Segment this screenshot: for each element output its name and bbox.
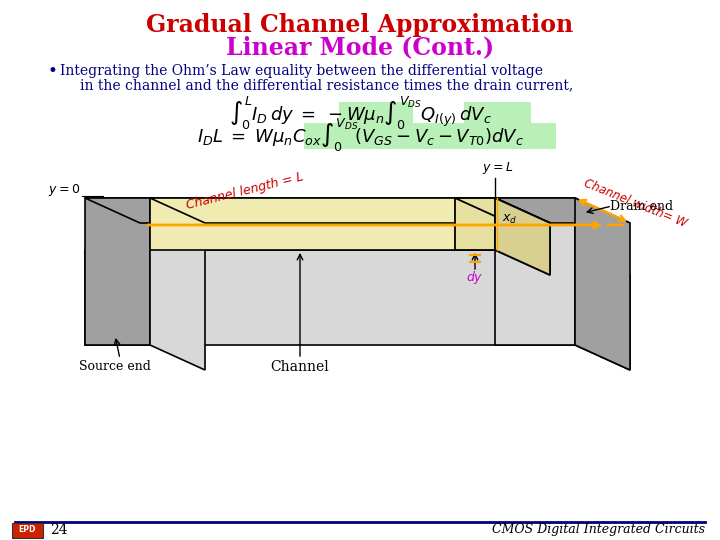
Polygon shape — [455, 198, 495, 250]
Text: $y=0$: $y=0$ — [48, 182, 80, 198]
Text: Source end: Source end — [79, 361, 151, 374]
Text: $x_d$: $x_d$ — [502, 212, 517, 226]
Polygon shape — [575, 250, 630, 370]
Text: Channel: Channel — [271, 360, 329, 374]
Text: Gradual Channel Approximation: Gradual Channel Approximation — [146, 13, 574, 37]
Text: in the channel and the differential resistance times the drain current,: in the channel and the differential resi… — [80, 78, 573, 92]
Text: Integrating the Ohm’s Law equality between the differential voltage: Integrating the Ohm’s Law equality betwe… — [60, 64, 543, 78]
Text: Channel width= W: Channel width= W — [582, 177, 688, 230]
Polygon shape — [495, 198, 550, 275]
Polygon shape — [85, 250, 630, 275]
Text: $y=L$: $y=L$ — [482, 160, 513, 176]
Polygon shape — [575, 198, 630, 370]
Polygon shape — [150, 198, 205, 370]
Text: EPD: EPD — [18, 525, 36, 535]
Text: CMOS Digital Integrated Circuits: CMOS Digital Integrated Circuits — [492, 523, 705, 537]
FancyBboxPatch shape — [339, 102, 413, 126]
Polygon shape — [495, 198, 575, 345]
Text: 24: 24 — [50, 523, 68, 537]
Text: •: • — [48, 64, 58, 80]
Text: $dy$: $dy$ — [467, 268, 484, 286]
FancyBboxPatch shape — [12, 523, 42, 537]
Polygon shape — [150, 198, 495, 250]
Text: Drain end: Drain end — [610, 199, 673, 213]
Polygon shape — [85, 198, 205, 223]
Polygon shape — [495, 198, 630, 223]
Polygon shape — [85, 198, 150, 345]
Polygon shape — [495, 198, 550, 275]
Polygon shape — [455, 198, 550, 223]
Text: Channel length = L: Channel length = L — [185, 170, 305, 212]
FancyBboxPatch shape — [304, 123, 556, 149]
Text: $I_D L\; =\; W\mu_n C_{ox}\int_0^{V_{DS}} \!\left(V_{GS}-V_c-V_{T0}\right)dV_c$: $I_D L\; =\; W\mu_n C_{ox}\int_0^{V_{DS}… — [197, 117, 523, 153]
Text: $\int_0^L I_D\,dy\; =\; -W\mu_n\int_0^{V_{DS}} Q_{I(y)}\,dV_c$: $\int_0^L I_D\,dy\; =\; -W\mu_n\int_0^{V… — [228, 94, 492, 132]
Polygon shape — [150, 198, 550, 223]
FancyBboxPatch shape — [464, 102, 531, 126]
Polygon shape — [85, 250, 575, 345]
Text: Linear Mode (Cont.): Linear Mode (Cont.) — [226, 35, 494, 59]
